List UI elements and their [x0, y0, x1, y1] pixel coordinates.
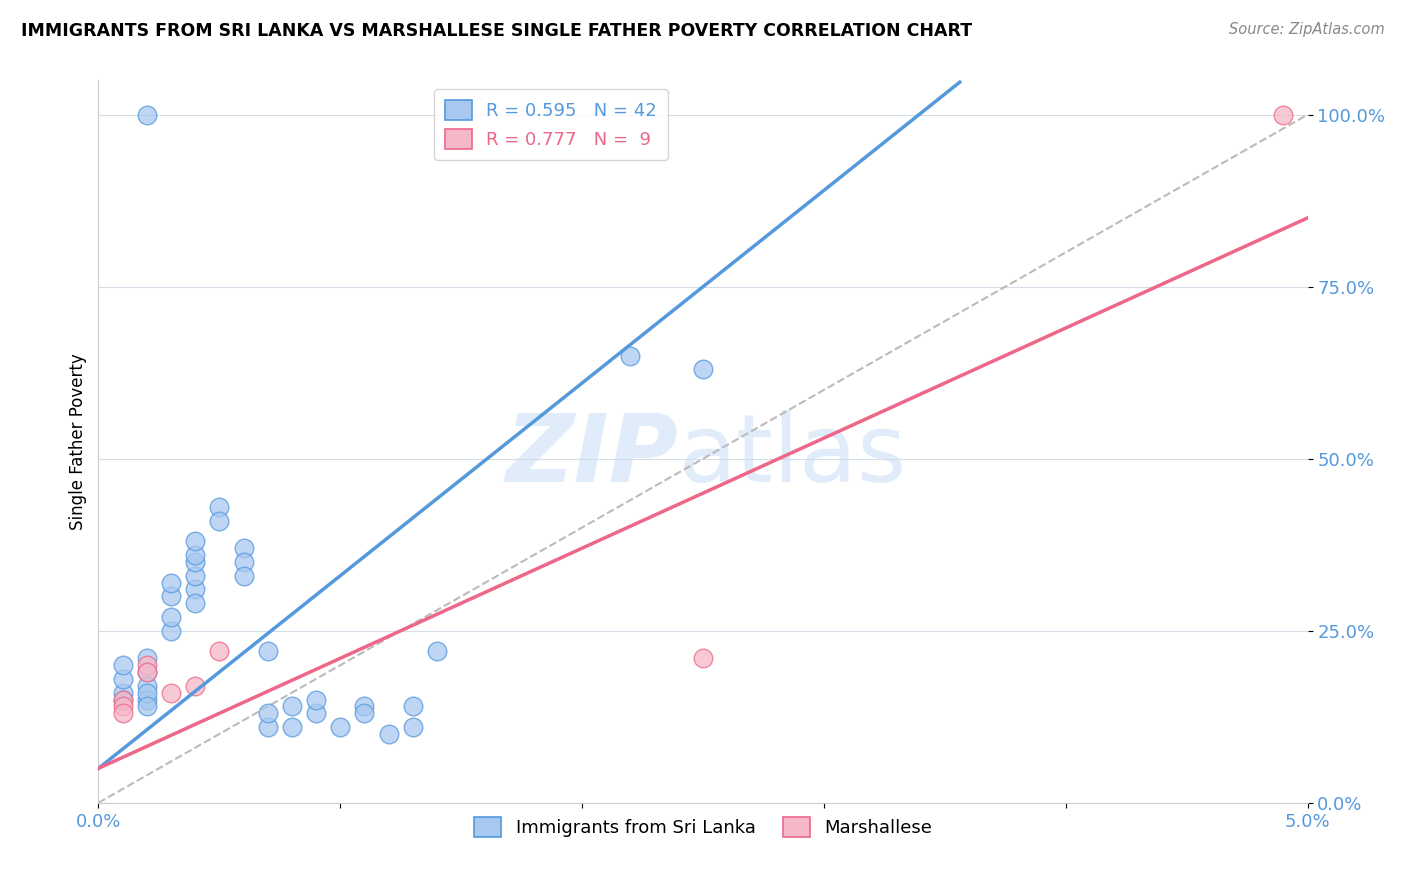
Point [184, 568, 207, 582]
Point [353, 706, 375, 721]
Point [111, 692, 134, 706]
Point [135, 692, 157, 706]
Point [184, 555, 207, 569]
Point [329, 720, 352, 734]
Point [135, 658, 157, 673]
Point [232, 568, 254, 582]
Y-axis label: Single Father Poverty: Single Father Poverty [69, 353, 87, 530]
Point [353, 699, 375, 714]
Point [402, 720, 425, 734]
Point [160, 686, 183, 700]
Point [305, 692, 328, 706]
Point [135, 108, 157, 122]
Text: atlas: atlas [679, 410, 907, 502]
Point [184, 596, 207, 610]
Legend: Immigrants from Sri Lanka, Marshallese: Immigrants from Sri Lanka, Marshallese [467, 810, 939, 845]
Point [256, 720, 278, 734]
Point [111, 699, 134, 714]
Point [135, 651, 157, 665]
Point [256, 644, 278, 658]
Point [160, 590, 183, 604]
Point [402, 699, 425, 714]
Text: IMMIGRANTS FROM SRI LANKA VS MARSHALLESE SINGLE FATHER POVERTY CORRELATION CHART: IMMIGRANTS FROM SRI LANKA VS MARSHALLESE… [21, 22, 972, 40]
Point [232, 555, 254, 569]
Point [184, 548, 207, 562]
Point [160, 624, 183, 638]
Point [619, 349, 641, 363]
Text: ZIP: ZIP [506, 410, 679, 502]
Point [426, 644, 449, 658]
Point [377, 727, 399, 741]
Point [135, 679, 157, 693]
Point [184, 582, 207, 597]
Point [1272, 108, 1295, 122]
Text: Source: ZipAtlas.com: Source: ZipAtlas.com [1229, 22, 1385, 37]
Point [692, 362, 714, 376]
Point [208, 644, 231, 658]
Point [184, 534, 207, 549]
Point [111, 658, 134, 673]
Point [111, 706, 134, 721]
Point [692, 651, 714, 665]
Point [281, 720, 304, 734]
Point [135, 699, 157, 714]
Point [135, 665, 157, 679]
Point [111, 686, 134, 700]
Point [111, 692, 134, 706]
Point [256, 706, 278, 721]
Point [232, 541, 254, 556]
Point [208, 514, 231, 528]
Point [111, 672, 134, 686]
Point [208, 500, 231, 514]
Point [281, 699, 304, 714]
Point [160, 575, 183, 590]
Point [135, 686, 157, 700]
Point [160, 610, 183, 624]
Point [305, 706, 328, 721]
Point [135, 665, 157, 679]
Point [184, 679, 207, 693]
